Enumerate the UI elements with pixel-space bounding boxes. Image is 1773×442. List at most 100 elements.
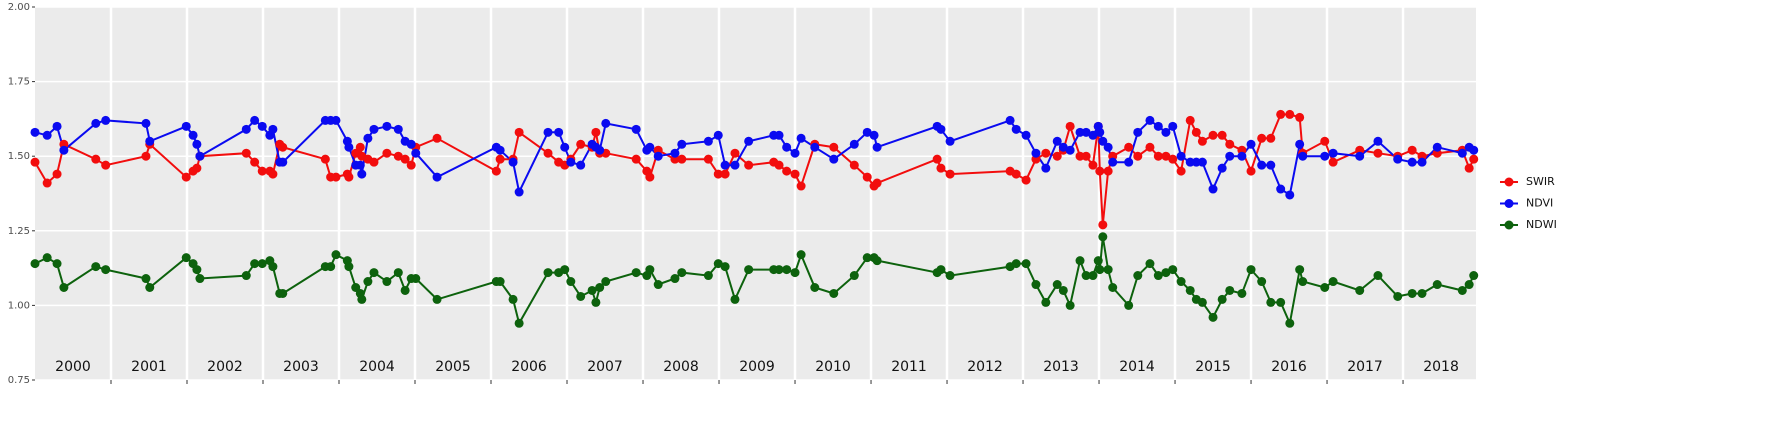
point	[432, 133, 442, 143]
point	[411, 148, 421, 158]
x-tick-label: 2013	[1043, 359, 1079, 375]
point	[1088, 130, 1098, 140]
point	[181, 121, 191, 131]
point	[42, 130, 52, 140]
point	[363, 133, 373, 143]
point	[1266, 297, 1276, 307]
point	[1103, 142, 1113, 152]
x-tick-label: 2018	[1423, 359, 1459, 375]
point	[369, 157, 379, 167]
point	[720, 262, 730, 272]
x-tick-label: 2007	[587, 359, 623, 375]
point	[1257, 133, 1267, 143]
point	[145, 282, 155, 292]
point	[1185, 285, 1195, 295]
x-tick-label: 2015	[1195, 359, 1231, 375]
point	[406, 160, 416, 170]
point	[849, 160, 859, 170]
point	[326, 262, 336, 272]
point	[495, 145, 505, 155]
point	[1124, 157, 1134, 167]
point	[744, 160, 754, 170]
point	[744, 136, 754, 146]
point	[400, 154, 410, 164]
point	[829, 288, 839, 298]
point	[703, 154, 713, 164]
point	[1145, 259, 1155, 269]
point	[782, 142, 792, 152]
point	[1432, 142, 1442, 152]
point	[703, 271, 713, 281]
point	[1432, 280, 1442, 290]
point	[576, 291, 586, 301]
point	[432, 172, 442, 182]
point	[192, 163, 202, 173]
point	[1021, 175, 1031, 185]
point	[1103, 265, 1113, 275]
point	[677, 268, 687, 278]
point	[1266, 133, 1276, 143]
point	[1217, 294, 1227, 304]
point	[730, 160, 740, 170]
point	[192, 265, 202, 275]
point	[241, 148, 251, 158]
point	[1246, 166, 1256, 176]
point	[1081, 271, 1091, 281]
point	[645, 172, 655, 182]
x-tick-label: 2002	[207, 359, 243, 375]
point	[829, 142, 839, 152]
point	[810, 282, 820, 292]
point	[782, 166, 792, 176]
point	[331, 250, 341, 260]
point	[936, 265, 946, 275]
point	[1052, 280, 1062, 290]
point	[1407, 157, 1417, 167]
point	[1021, 259, 1031, 269]
point	[1246, 139, 1256, 149]
point	[872, 256, 882, 266]
point	[1031, 148, 1041, 158]
point	[862, 172, 872, 182]
point	[141, 274, 151, 284]
y-tick-label: 2.00	[8, 2, 30, 13]
point	[101, 265, 111, 275]
point	[1176, 166, 1186, 176]
point	[1098, 220, 1108, 230]
point	[1153, 271, 1163, 281]
point	[1208, 312, 1218, 322]
point	[1103, 166, 1113, 176]
point	[543, 127, 553, 137]
point	[1168, 154, 1178, 164]
point	[355, 160, 365, 170]
legend-point	[1504, 199, 1514, 208]
point	[945, 169, 955, 179]
legend-point	[1504, 220, 1514, 230]
point	[59, 145, 69, 155]
point	[30, 157, 40, 167]
point	[1237, 151, 1247, 161]
point	[790, 169, 800, 179]
point	[720, 169, 730, 179]
point	[363, 277, 373, 287]
point	[1208, 184, 1218, 194]
point	[631, 124, 641, 134]
point	[576, 139, 586, 149]
point	[1197, 157, 1207, 167]
point	[595, 282, 605, 292]
point	[1464, 163, 1474, 173]
point	[1075, 256, 1085, 266]
point	[508, 157, 518, 167]
point	[369, 268, 379, 278]
point	[631, 268, 641, 278]
point	[1266, 160, 1276, 170]
point	[1407, 145, 1417, 155]
point	[1145, 142, 1155, 152]
point	[560, 265, 570, 275]
point	[936, 163, 946, 173]
point	[1295, 265, 1305, 275]
point	[1285, 109, 1295, 119]
point	[1124, 300, 1134, 310]
point	[713, 169, 723, 179]
point	[790, 148, 800, 158]
point	[320, 154, 330, 164]
